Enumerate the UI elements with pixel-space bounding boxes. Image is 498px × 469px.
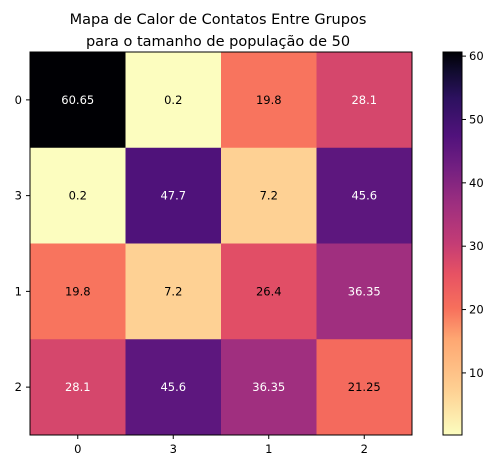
heatmap-cell — [316, 147, 413, 244]
cell-value-label: 26.4 — [256, 284, 282, 298]
heatmap-cell — [30, 339, 126, 436]
cell-value-label: 19.8 — [256, 93, 282, 107]
y-tick-label: 2 — [15, 380, 22, 394]
cell-value-label: 60.65 — [61, 93, 94, 107]
x-tick-label: 0 — [74, 442, 81, 456]
x-tick-label: 1 — [265, 442, 272, 456]
colorbar-tick-label: 20 — [469, 303, 484, 317]
heatmap-cell — [125, 52, 222, 149]
heatmap-cell — [221, 147, 317, 244]
cell-value-label: 36.35 — [252, 380, 285, 394]
heatmap-cell — [30, 243, 126, 340]
x-tick-label: 2 — [361, 442, 368, 456]
cell-value-label: 28.1 — [65, 380, 91, 394]
heatmap-cell — [125, 147, 222, 244]
plot-frame — [29, 51, 413, 436]
heatmap-cell — [316, 339, 413, 436]
chart-title-line-1: Mapa de Calor de Contatos Entre Grupos — [70, 12, 367, 28]
cell-value-label: 47.7 — [160, 189, 186, 203]
cell-value-label: 45.6 — [351, 189, 377, 203]
cell-value-label: 28.1 — [351, 93, 377, 107]
heatmap-cell — [30, 147, 126, 244]
colorbar-tick-label: 10 — [469, 366, 484, 380]
heatmap-cell — [125, 243, 222, 340]
x-axis-ticks: 0 3 1 2 — [74, 435, 368, 456]
heatmap-cell — [316, 243, 413, 340]
colorbar-ticks: 10 20 30 40 50 60 — [462, 49, 484, 380]
cell-value-label: 45.6 — [160, 380, 186, 394]
colorbar-tick-label: 40 — [469, 176, 484, 190]
colorbar — [442, 51, 463, 436]
heatmap-cells — [30, 52, 413, 436]
cell-value-label: 19.8 — [65, 284, 91, 298]
cell-value-label: 7.2 — [164, 284, 182, 298]
cell-value-label: 0.2 — [164, 93, 182, 107]
cell-value-label: 21.25 — [348, 380, 381, 394]
cell-value-label: 7.2 — [260, 189, 278, 203]
colorbar-tick-label: 30 — [469, 239, 484, 253]
y-axis-ticks: 0 3 1 2 — [15, 93, 30, 394]
chart-title-line-2: para o tamanho de população de 50 — [86, 34, 350, 50]
y-tick-label: 3 — [15, 189, 22, 203]
heatmap-cell — [30, 52, 126, 149]
y-tick-label: 1 — [15, 284, 22, 298]
heatmap-cell — [125, 339, 222, 436]
cell-value-label: 36.35 — [348, 284, 381, 298]
heatmap-cell — [316, 52, 413, 149]
heatmap-cell — [221, 339, 317, 436]
heatmap-cell — [221, 243, 317, 340]
colorbar-tick-label: 50 — [469, 112, 484, 126]
y-tick-label: 0 — [15, 93, 22, 107]
x-tick-label: 3 — [170, 442, 177, 456]
heatmap-cell-labels: 60.65 0.2 19.8 28.1 0.2 47.7 7.2 45.6 19.8 7.2 26.… — [61, 93, 380, 394]
cell-value-label: 0.2 — [69, 189, 87, 203]
heatmap-cell — [221, 52, 317, 149]
colorbar-tick-label: 60 — [469, 49, 484, 63]
